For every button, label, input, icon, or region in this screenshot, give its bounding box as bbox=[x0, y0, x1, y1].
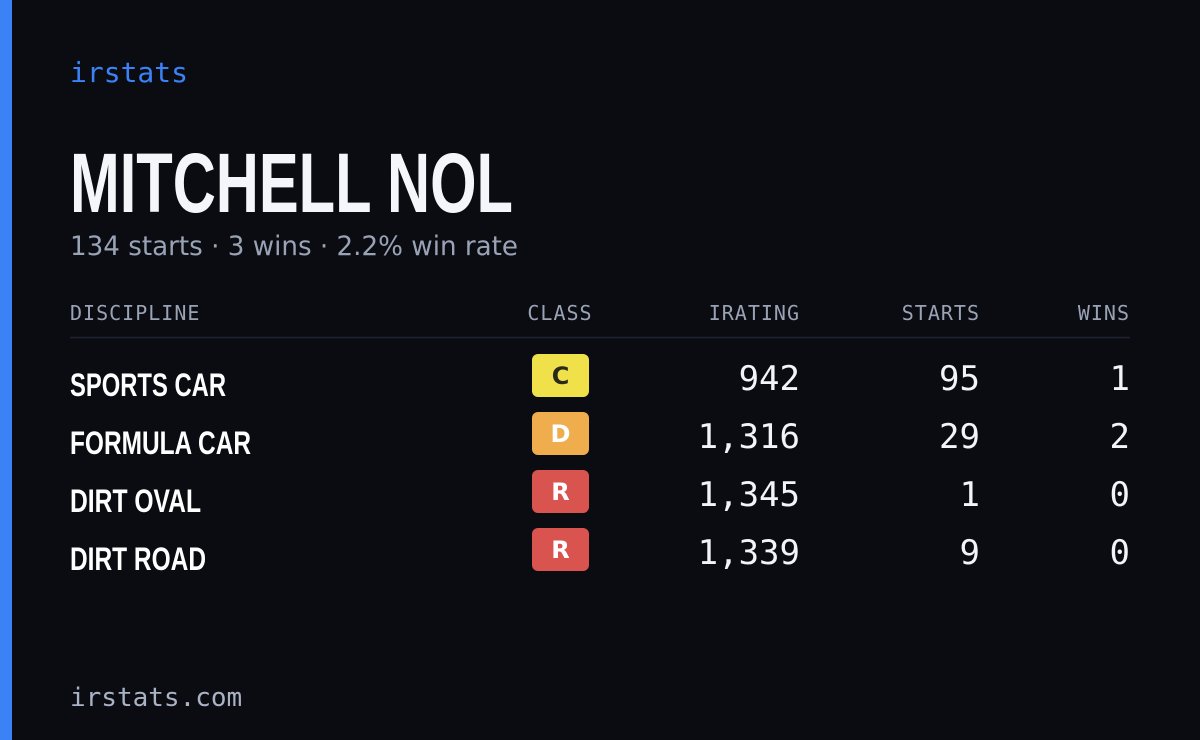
column-header: IRATING bbox=[709, 301, 800, 325]
discipline: FORMULA CAR bbox=[70, 425, 251, 461]
column-header: WINS bbox=[1078, 301, 1130, 325]
discipline: SPORTS CAR bbox=[70, 367, 226, 403]
table-row: DIRT OVAL R 1,345 1 0 bbox=[70, 470, 1130, 519]
column-header: CLASS bbox=[527, 301, 592, 325]
driver-summary: 134 starts · 3 wins · 2.2% win rate bbox=[70, 231, 518, 262]
wins: 2 bbox=[1110, 417, 1130, 457]
irating: 1,345 bbox=[698, 475, 800, 515]
accent-bar bbox=[0, 0, 12, 740]
driver-name: MITCHELL NOL bbox=[70, 136, 513, 230]
class-letter: D bbox=[551, 420, 571, 448]
starts: 1 bbox=[960, 475, 980, 515]
class-badge bbox=[532, 412, 589, 455]
column-header: STARTS bbox=[902, 301, 980, 325]
table-row: DIRT ROAD R 1,339 9 0 bbox=[70, 528, 1130, 577]
class-letter: R bbox=[551, 536, 569, 564]
table-header: DISCIPLINE CLASS IRATING STARTS WINS bbox=[70, 301, 1130, 325]
wins: 0 bbox=[1110, 475, 1130, 515]
class-badge bbox=[532, 354, 589, 397]
column-header: DISCIPLINE bbox=[70, 301, 200, 325]
footer-url: irstats.com bbox=[70, 683, 242, 713]
class-letter: R bbox=[551, 478, 569, 506]
brand: irstats bbox=[70, 56, 188, 89]
starts: 9 bbox=[960, 533, 980, 573]
starts: 95 bbox=[939, 359, 980, 399]
class-badge bbox=[532, 528, 589, 571]
wins: 1 bbox=[1110, 359, 1130, 399]
wins: 0 bbox=[1110, 533, 1130, 573]
table-row: FORMULA CAR D 1,316 29 2 bbox=[70, 412, 1130, 461]
irating: 942 bbox=[739, 359, 800, 399]
starts: 29 bbox=[939, 417, 980, 457]
table-row: SPORTS CAR C 942 95 1 bbox=[70, 354, 1130, 403]
discipline: DIRT ROAD bbox=[70, 541, 206, 577]
irating: 1,316 bbox=[698, 417, 800, 457]
irating: 1,339 bbox=[698, 533, 800, 573]
class-badge bbox=[532, 470, 589, 513]
class-letter: C bbox=[552, 362, 570, 390]
discipline: DIRT OVAL bbox=[70, 483, 201, 519]
